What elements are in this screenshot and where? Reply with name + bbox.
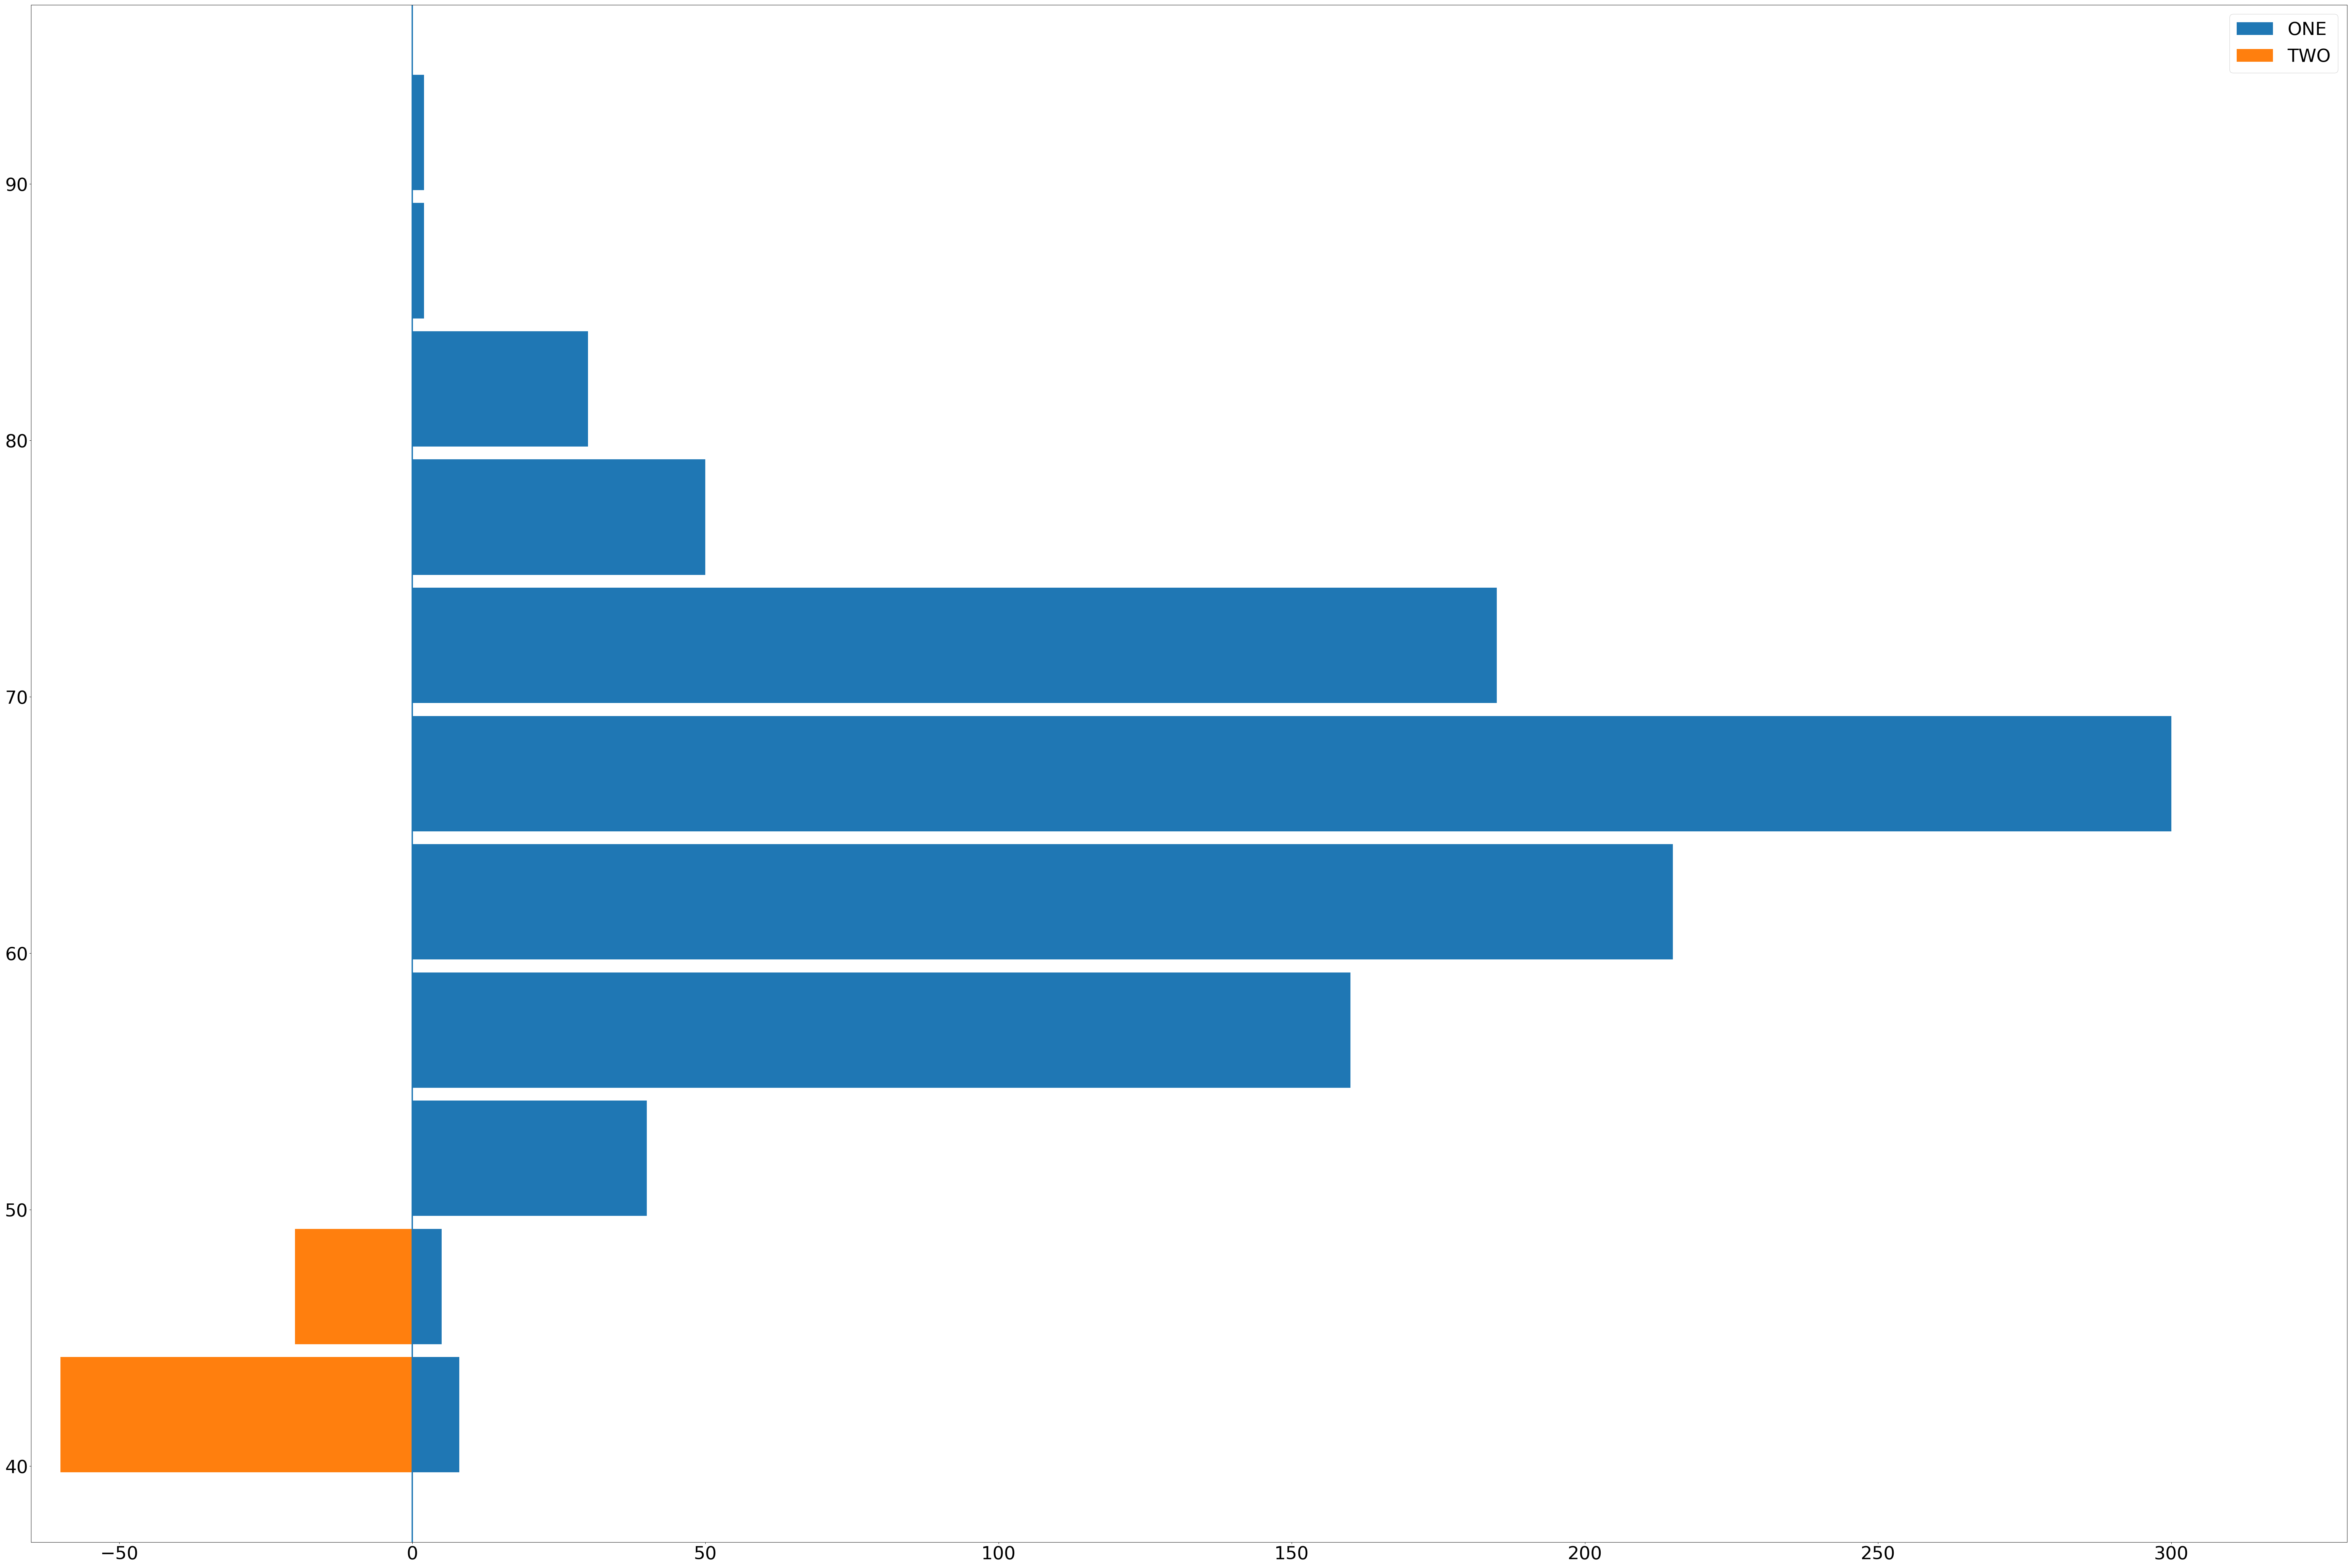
Bar bbox=[412, 717, 2171, 831]
Legend: ONE, TWO: ONE, TWO bbox=[2230, 14, 2338, 72]
Bar bbox=[412, 588, 1496, 702]
Bar bbox=[412, 202, 423, 318]
Bar bbox=[412, 75, 423, 190]
Bar bbox=[412, 1356, 459, 1472]
Bar bbox=[294, 1229, 412, 1344]
Bar bbox=[412, 972, 1350, 1088]
Bar bbox=[61, 1356, 412, 1472]
Bar bbox=[412, 459, 706, 575]
Bar bbox=[412, 844, 1672, 960]
Bar bbox=[412, 331, 588, 447]
Bar bbox=[412, 1101, 647, 1215]
Bar bbox=[412, 1229, 442, 1344]
